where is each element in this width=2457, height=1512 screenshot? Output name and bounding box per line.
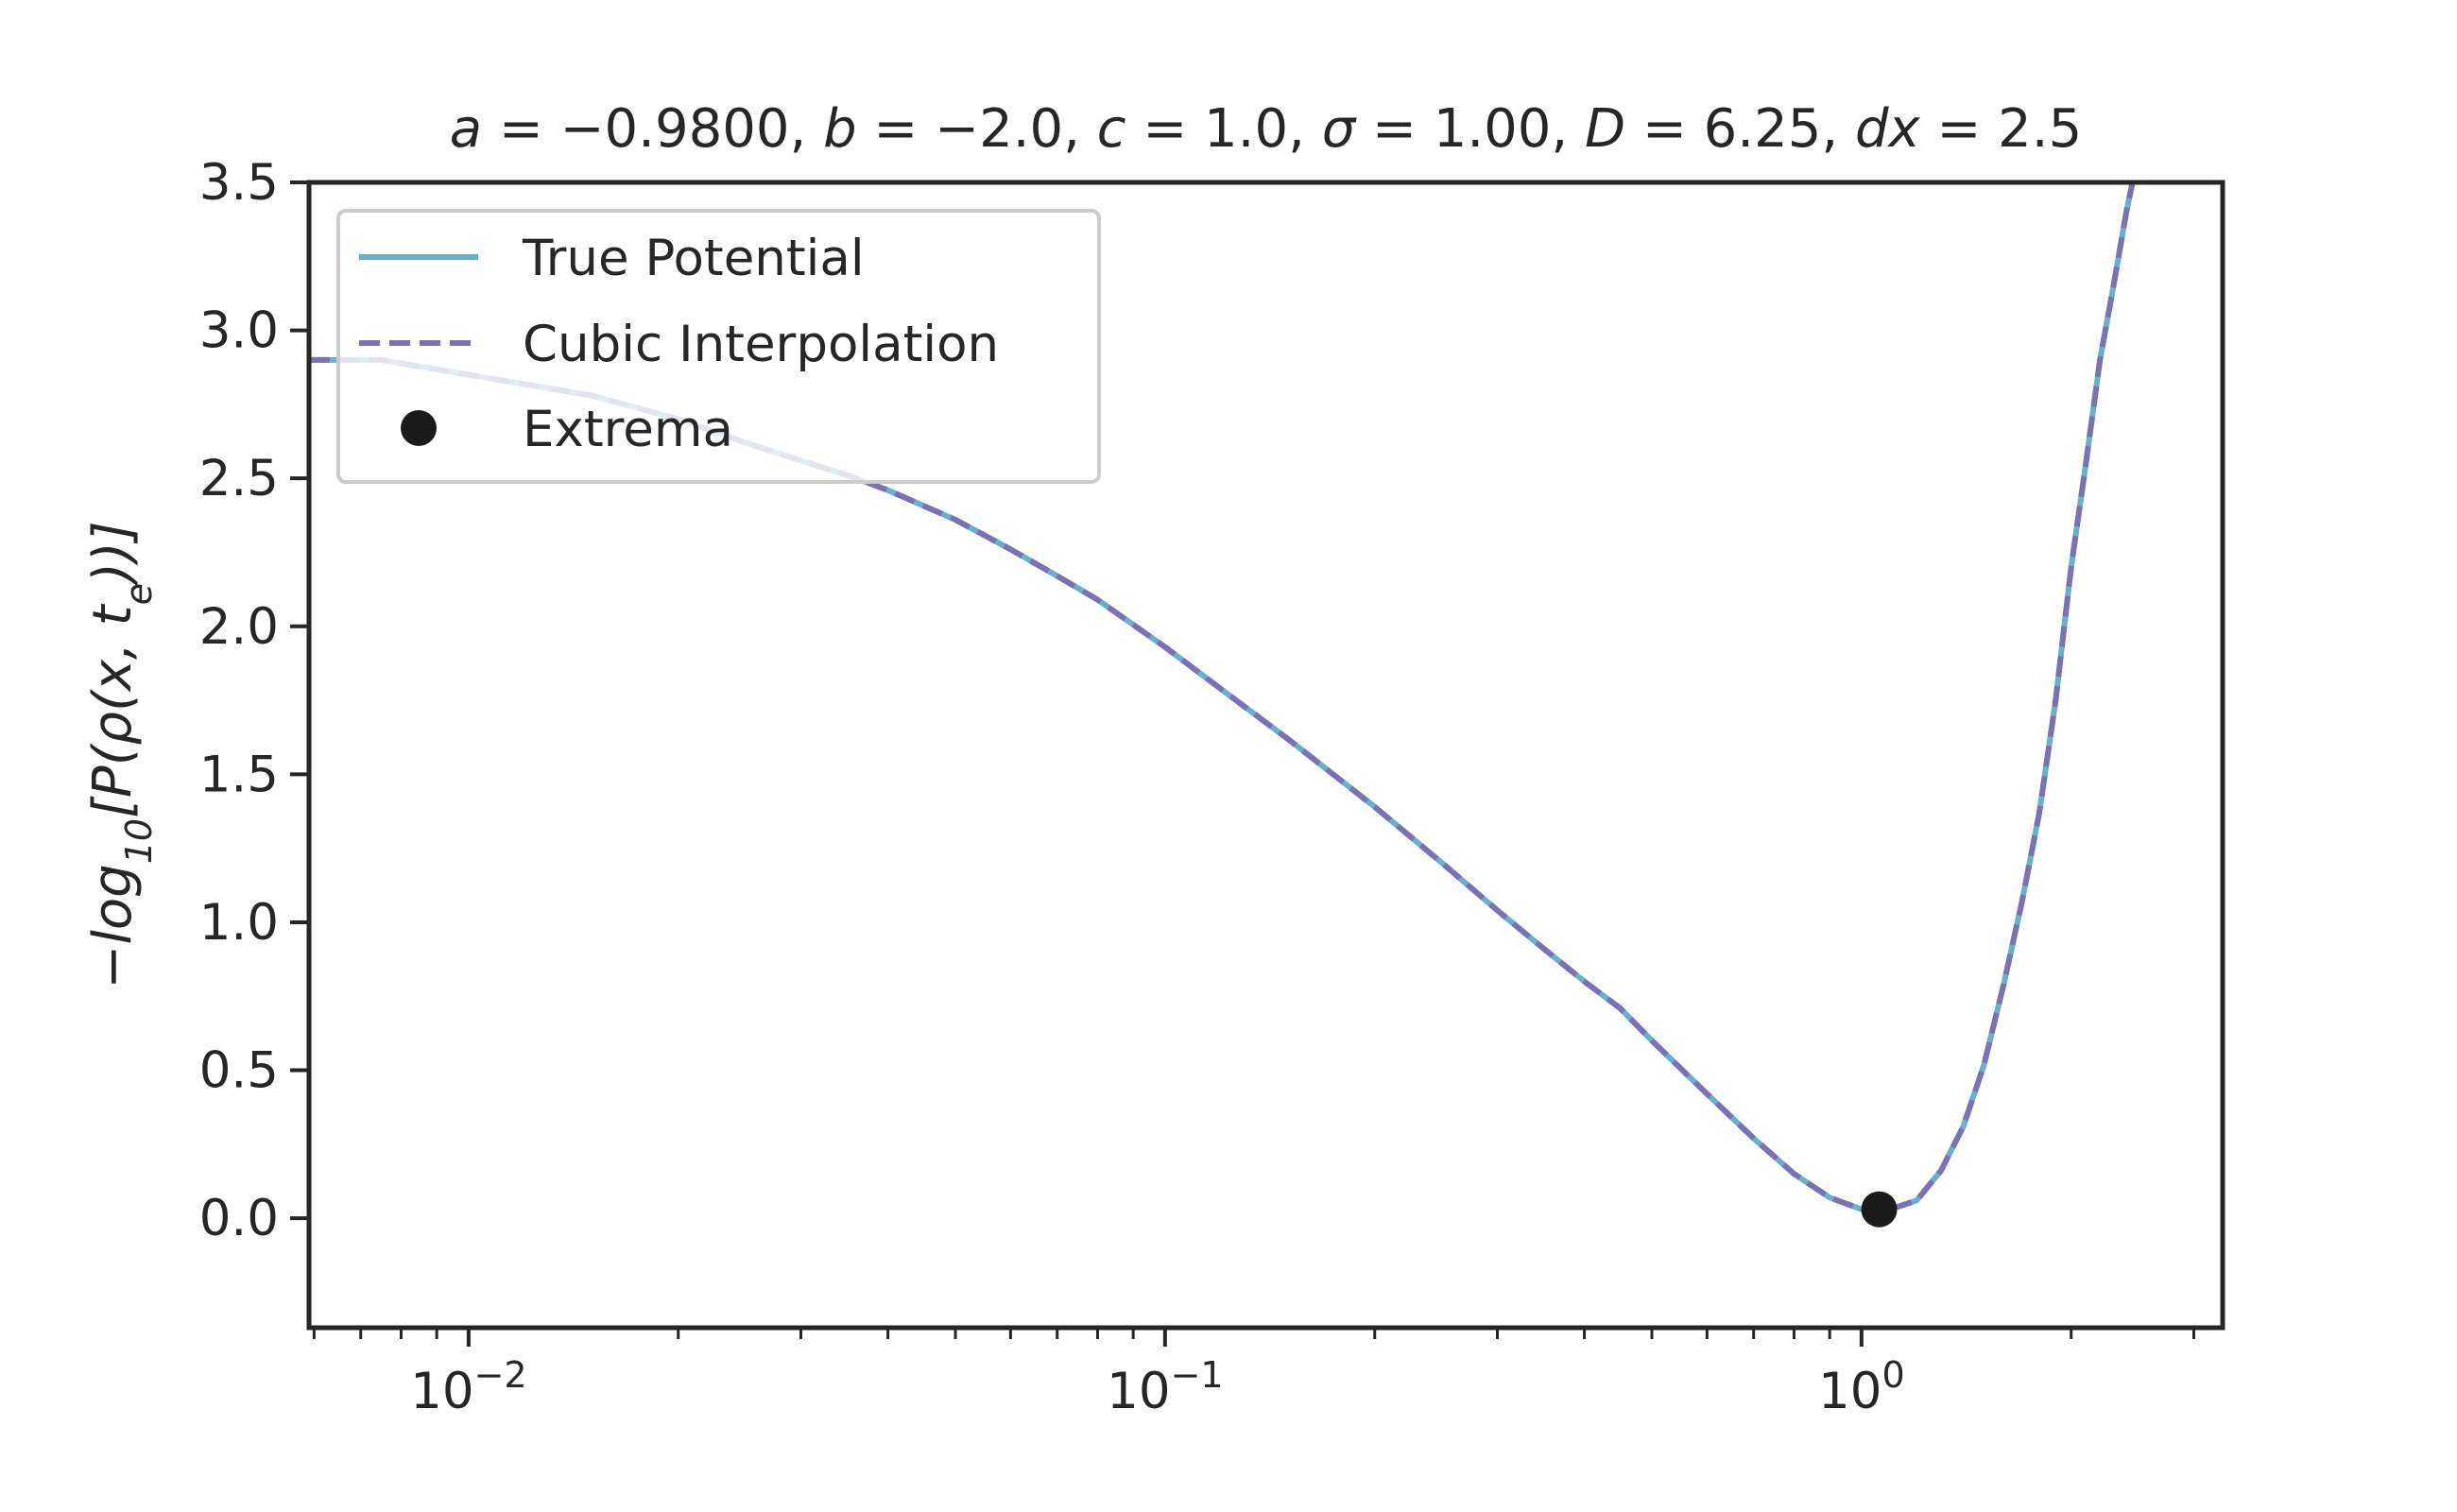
plot-frame bbox=[306, 180, 2225, 1331]
legend-box bbox=[336, 209, 1101, 484]
x-tick-label: 10−2 bbox=[410, 1354, 526, 1420]
legend-label: True Potential bbox=[522, 230, 865, 287]
y-tick-label: 3.5 bbox=[199, 154, 279, 212]
y-tick-label: 1.0 bbox=[199, 894, 279, 952]
y-axis: 0.0 0.5 1.0 1.5 2.0 2.5 3.0 3.5 bbox=[199, 154, 309, 1247]
legend-handle bbox=[401, 410, 437, 446]
legend-label: Extrema bbox=[523, 401, 733, 458]
y-axis-label: −log10[P(ρ(x, te))] bbox=[82, 521, 160, 988]
y-tick-label: 0.5 bbox=[199, 1042, 279, 1100]
y-tick-label: 0.0 bbox=[199, 1190, 279, 1247]
x-tick-label: 100 bbox=[1818, 1354, 1905, 1420]
y-tick-label: 2.5 bbox=[199, 450, 279, 507]
x-tick-label: 10−1 bbox=[1107, 1354, 1223, 1420]
y-tick-label: 1.5 bbox=[199, 746, 279, 803]
x-axis: 10−2 10−1 100 bbox=[312, 1328, 2195, 1420]
extrema-point bbox=[1861, 1191, 1898, 1228]
y-tick-label: 2.0 bbox=[199, 598, 279, 656]
chart-title: a = −0.9800, b = −2.0, c = 1.0, σ = 1.00… bbox=[450, 98, 2083, 160]
legend: True Potential Cubic Interpolation Extrema bbox=[336, 209, 1101, 484]
legend-label: Cubic Interpolation bbox=[523, 316, 999, 373]
y-tick-label: 3.0 bbox=[199, 302, 279, 360]
